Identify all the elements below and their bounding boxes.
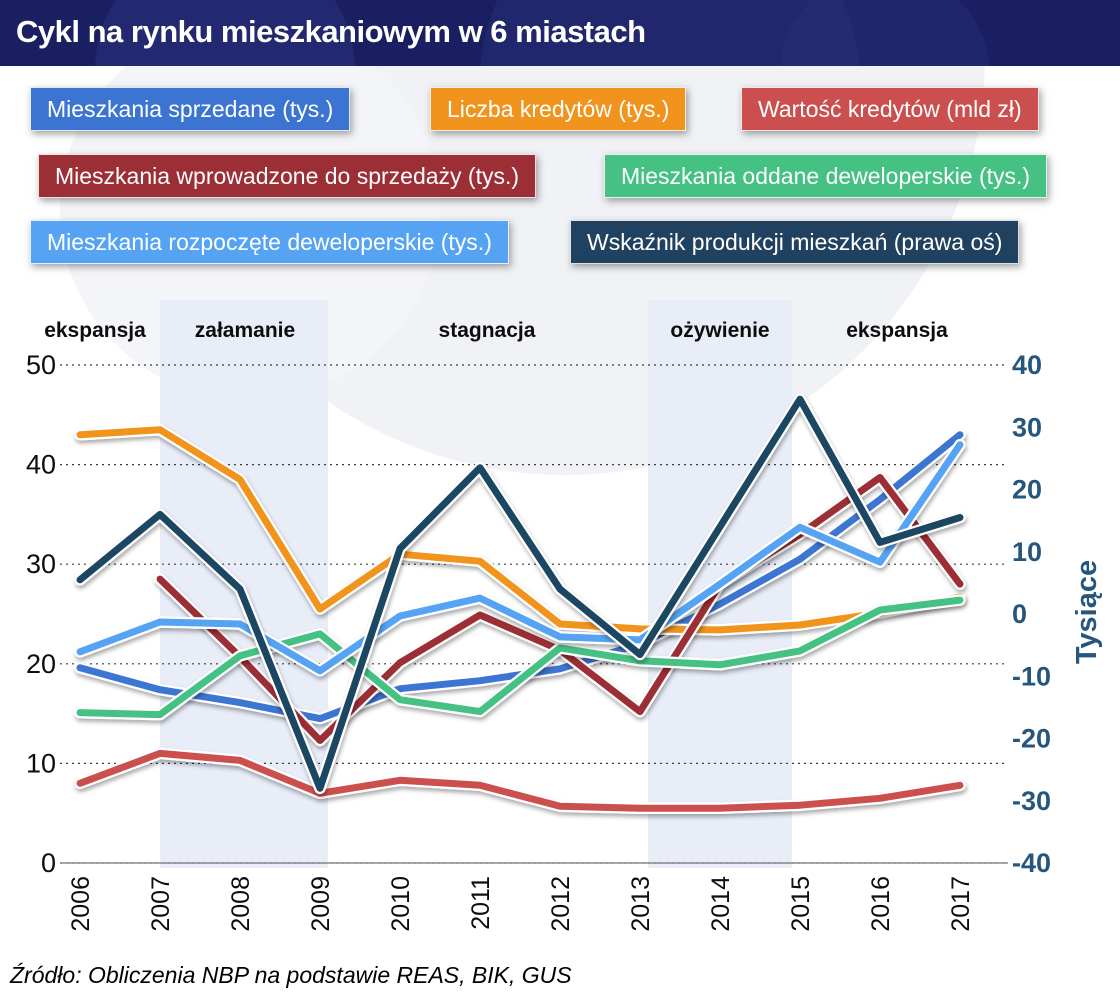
legend-item-wskaznik: Wskaźnik produkcji mieszkań (prawa oś) [570, 220, 1020, 264]
legend-item-wprowadzone: Mieszkania wprowadzone do sprzedaży (tys… [38, 154, 537, 198]
x-axis-tick-label: 2012 [547, 876, 575, 932]
right-axis-tick-label: 40 [1012, 350, 1042, 380]
series-oddane [74, 594, 966, 721]
right-axis-tick-label: -40 [1012, 848, 1051, 878]
phase-label: załamanie [195, 319, 295, 342]
right-axis-tick-label: -10 [1012, 661, 1051, 691]
legend-item-liczba-kredytow: Liczba kredytów (tys.) [430, 87, 687, 131]
x-axis-tick-label: 2017 [947, 876, 975, 932]
right-axis-tick-label: 30 [1012, 412, 1042, 442]
x-axis-tick-label: 2010 [387, 876, 415, 932]
series-kredyty-liczba [74, 423, 966, 636]
x-axis-tick-label: 2006 [67, 876, 95, 932]
right-axis-tick-label: 20 [1012, 475, 1042, 505]
x-axis-tick-label: 2015 [787, 876, 815, 932]
x-axis-tick-label: 2016 [867, 876, 895, 932]
right-axis-tick-label: 10 [1012, 537, 1042, 567]
phase-label: stagnacja [439, 319, 536, 342]
legend-item-sprzedane: Mieszkania sprzedane (tys.) [30, 87, 351, 131]
series-line-rozpoczete [76, 441, 964, 675]
right-axis-tick-label: 0 [1012, 599, 1027, 629]
phase-label: ożywienie [670, 319, 769, 342]
x-axis-tick-label: 2007 [147, 876, 175, 932]
left-axis-tick-label: 20 [26, 649, 56, 679]
phase-label: ekspansja [846, 319, 948, 342]
phase-label: ekspansja [44, 319, 146, 342]
left-axis-tick-label: 50 [26, 350, 56, 380]
series-kredyty-wartosc [74, 747, 966, 814]
series-line-wskaznik [76, 395, 964, 792]
series-line-oddane [76, 596, 964, 719]
legend-item-wartosc-kredytow: Wartość kredytów (mld zł) [741, 87, 1039, 131]
left-axis-tick-label: 30 [26, 549, 56, 579]
x-axis-tick-label: 2014 [707, 876, 735, 932]
right-axis-tick-label: -20 [1012, 724, 1051, 754]
titlebar-watermark [780, 0, 990, 66]
series-line-kredyty-liczba [76, 426, 964, 634]
x-axis-tick-label: 2009 [307, 876, 335, 932]
page-title: Cykl na rynku mieszkaniowym w 6 miastach [16, 14, 646, 49]
source-note: Źródło: Obliczenia NBP na podstawie REAS… [10, 962, 572, 988]
left-axis-tick-label: 10 [26, 748, 56, 778]
right-axis-title: Tysiące [1071, 560, 1103, 664]
titlebar-watermark [480, 0, 860, 66]
titlebar-watermark [95, 0, 355, 66]
left-axis-tick-label: 0 [41, 848, 56, 878]
legend-item-oddane: Mieszkania oddane deweloperskie (tys.) [604, 154, 1048, 198]
x-axis-tick-label: 2011 [467, 876, 495, 930]
right-axis-tick-label: -30 [1012, 786, 1051, 816]
left-axis-tick-label: 40 [26, 450, 56, 480]
legend-item-rozpoczete: Mieszkania rozpoczęte deweloperskie (tys… [30, 220, 509, 264]
series-wskaznik [74, 393, 966, 795]
series-line-kredyty-wartosc [76, 749, 964, 812]
title-bar: Cykl na rynku mieszkaniowym w 6 miastach [0, 0, 1120, 66]
series-rozpoczete [74, 438, 966, 677]
x-axis-tick-label: 2013 [627, 876, 655, 932]
x-axis-tick-label: 2008 [227, 876, 255, 932]
